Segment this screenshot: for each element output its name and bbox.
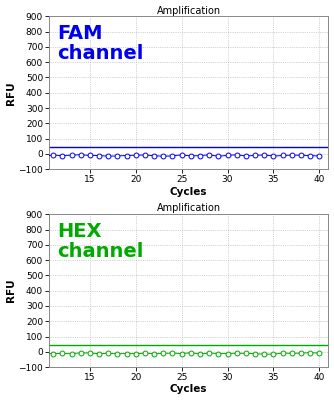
Text: FAM
channel: FAM channel <box>57 24 143 64</box>
Text: HEX
channel: HEX channel <box>57 222 143 261</box>
Title: Amplification: Amplification <box>157 204 220 214</box>
Title: Amplification: Amplification <box>157 6 220 16</box>
Y-axis label: RFU: RFU <box>6 81 16 104</box>
X-axis label: Cycles: Cycles <box>170 186 207 196</box>
Y-axis label: RFU: RFU <box>6 279 16 302</box>
X-axis label: Cycles: Cycles <box>170 384 207 394</box>
